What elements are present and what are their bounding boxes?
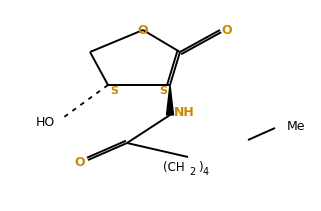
Text: NH: NH [174,106,195,119]
Text: S: S [159,86,167,96]
Polygon shape [167,85,173,115]
Text: ): ) [198,161,203,174]
Text: S: S [110,86,118,96]
Text: (CH: (CH [163,161,185,174]
Text: O: O [75,157,85,169]
Text: HO: HO [36,116,55,130]
Text: O: O [222,23,232,37]
Text: 4: 4 [203,167,209,177]
Text: O: O [138,23,148,37]
Text: 2: 2 [189,167,195,177]
Text: Me: Me [287,119,306,133]
